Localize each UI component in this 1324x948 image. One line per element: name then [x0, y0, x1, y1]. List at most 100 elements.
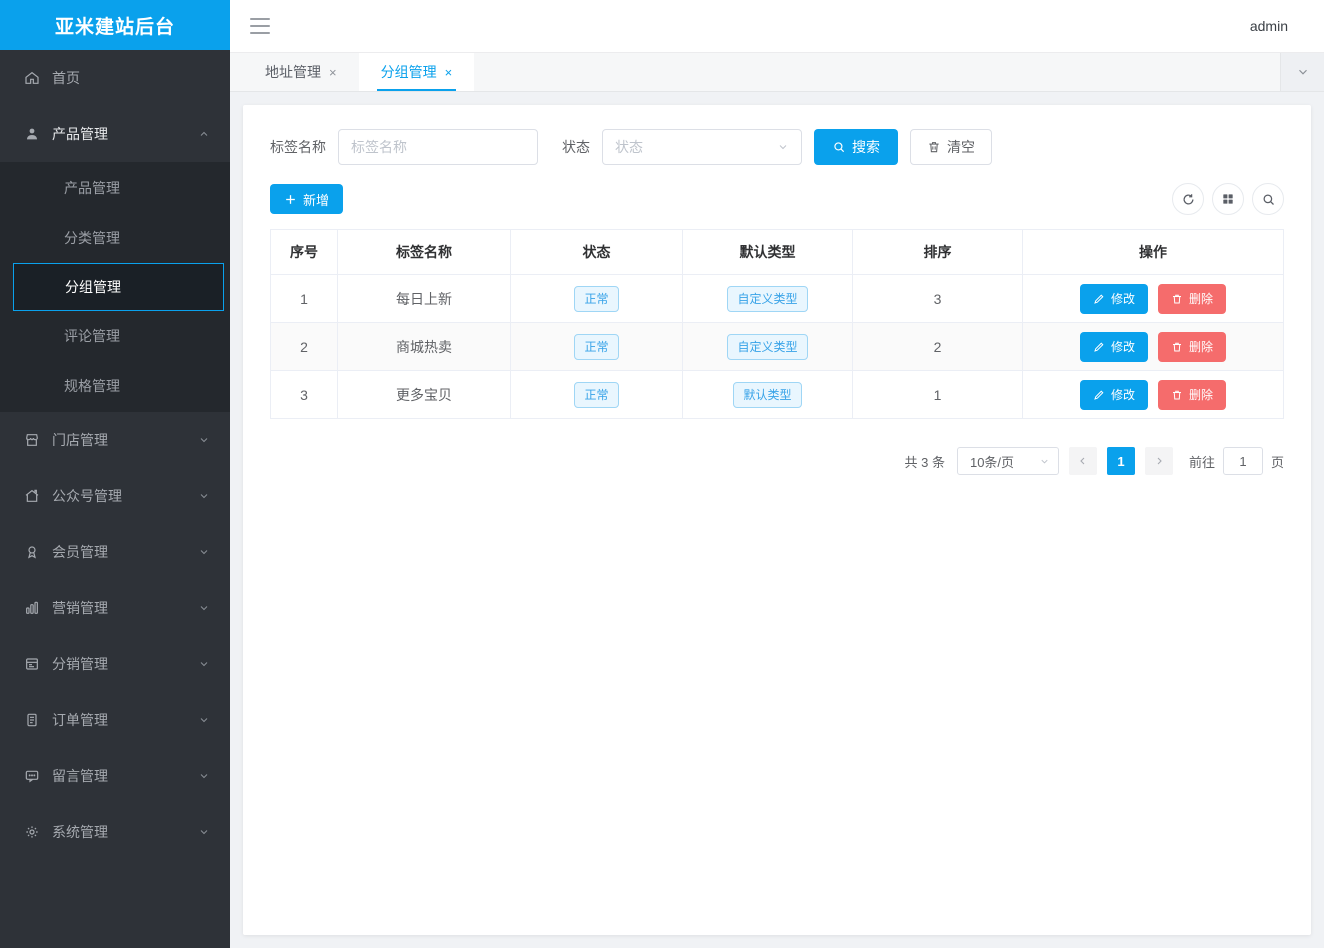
cell-name: 商城热卖: [337, 322, 511, 371]
chevron-down-icon: [198, 658, 210, 670]
sidebar-subitem-group-manage[interactable]: 分组管理: [13, 263, 224, 311]
filter-row: 标签名称 状态 状态 搜索: [270, 129, 1284, 165]
sidebar-item-official-account[interactable]: 公众号管理: [0, 468, 230, 524]
refresh-button[interactable]: [1172, 183, 1204, 215]
tab-group-manage[interactable]: 分组管理 ×: [358, 53, 475, 91]
delete-button[interactable]: 删除: [1158, 331, 1227, 362]
user-icon: [24, 126, 40, 142]
sidebar-subitem-product-manage[interactable]: 产品管理: [64, 180, 120, 196]
cell-sort: 2: [852, 322, 1023, 371]
top-header: admin: [230, 0, 1324, 52]
trash-icon: [1171, 341, 1183, 353]
search-button[interactable]: 搜索: [814, 129, 898, 165]
sidebar-item-order[interactable]: 订单管理: [0, 692, 230, 748]
col-header-op: 操作: [1022, 229, 1284, 275]
cell-no: 1: [270, 274, 338, 323]
pagination: 共 3 条 10条/页 1: [270, 447, 1284, 475]
grid-icon: [1221, 192, 1235, 206]
content-area: 标签名称 状态 状态 搜索: [230, 92, 1324, 948]
distribution-icon: [24, 656, 40, 672]
hamburger-menu-icon[interactable]: [250, 18, 270, 34]
sidebar-item-home[interactable]: 首页: [0, 50, 230, 106]
sidebar: 亚米建站后台 首页 产品管理 产品管理 分类管理 分组管理: [0, 0, 230, 948]
chevron-left-icon: [1077, 455, 1089, 467]
page-size-select[interactable]: 10条/页: [956, 447, 1059, 475]
goto-page-input[interactable]: [1222, 447, 1263, 475]
delete-button[interactable]: 删除: [1158, 379, 1227, 410]
sidebar-item-product[interactable]: 产品管理: [0, 106, 230, 162]
trash-icon: [927, 140, 941, 154]
tab-bar: 地址管理 × 分组管理 ×: [230, 52, 1324, 92]
next-page-button[interactable]: [1144, 447, 1173, 475]
sidebar-item-store[interactable]: 门店管理: [0, 412, 230, 468]
tag-name-input[interactable]: [338, 129, 538, 165]
col-header-name: 标签名称: [337, 229, 511, 275]
sidebar-subitem-spec-manage[interactable]: 规格管理: [64, 378, 120, 394]
prev-page-button[interactable]: [1068, 447, 1097, 475]
table-row: 3 更多宝贝 正常 默认类型 1 修改 删除: [270, 370, 1284, 419]
chevron-down-icon: [198, 714, 210, 726]
refresh-icon: [1181, 192, 1196, 207]
sidebar-item-system[interactable]: 系统管理: [0, 804, 230, 860]
home-icon: [24, 70, 40, 86]
edit-button[interactable]: 修改: [1079, 379, 1148, 410]
table-row: 1 每日上新 正常 自定义类型 3 修改 删除: [270, 274, 1284, 323]
status-badge: 正常: [574, 381, 619, 408]
tag-name-label: 标签名称: [270, 139, 326, 155]
pencil-icon: [1093, 341, 1105, 353]
trash-icon: [1171, 293, 1183, 305]
status-label: 状态: [562, 139, 590, 155]
trash-icon: [1171, 389, 1183, 401]
chevron-down-icon: [198, 434, 210, 446]
product-submenu: 产品管理 分类管理 分组管理 评论管理 规格管理: [0, 162, 230, 412]
col-header-status: 状态: [510, 229, 683, 275]
sidebar-subitem-category-manage[interactable]: 分类管理: [64, 230, 120, 246]
page-card: 标签名称 状态 状态 搜索: [243, 105, 1311, 935]
page-number-button[interactable]: 1: [1106, 447, 1135, 475]
chevron-up-icon: [198, 128, 210, 140]
edit-button[interactable]: 修改: [1079, 283, 1148, 314]
status-badge: 正常: [574, 333, 619, 360]
cell-sort: 1: [852, 370, 1023, 419]
tab-dropdown-button[interactable]: [1280, 53, 1324, 91]
member-icon: [24, 544, 40, 560]
chevron-down-icon: [1296, 65, 1310, 79]
chevron-down-icon: [198, 490, 210, 502]
sidebar-nav: 首页 产品管理 产品管理 分类管理 分组管理 评论管理 规格管理: [0, 50, 230, 948]
tab-address-manage[interactable]: 地址管理 ×: [265, 64, 337, 80]
status-select[interactable]: 状态: [602, 129, 802, 165]
column-settings-button[interactable]: [1212, 183, 1244, 215]
pencil-icon: [1093, 389, 1105, 401]
edit-button[interactable]: 修改: [1079, 331, 1148, 362]
type-badge: 自定义类型: [727, 333, 808, 360]
delete-button[interactable]: 删除: [1158, 283, 1227, 314]
close-icon[interactable]: ×: [329, 64, 337, 80]
sidebar-subitem-comment-manage[interactable]: 评论管理: [64, 328, 120, 344]
user-menu[interactable]: admin: [1249, 18, 1288, 34]
plus-icon: [284, 193, 297, 206]
cell-no: 3: [270, 370, 338, 419]
chevron-down-icon: [198, 770, 210, 782]
add-button[interactable]: 新增: [270, 184, 344, 214]
pencil-icon: [1093, 293, 1105, 305]
sidebar-item-member[interactable]: 会员管理: [0, 524, 230, 580]
sidebar-item-distribution[interactable]: 分销管理: [0, 636, 230, 692]
goto-suffix: 页: [1270, 454, 1284, 470]
chevron-down-icon: [1039, 456, 1050, 467]
shop-icon: [24, 432, 40, 448]
close-icon[interactable]: ×: [444, 64, 453, 80]
chevron-down-icon: [198, 546, 210, 558]
table-search-button[interactable]: [1252, 183, 1284, 215]
cell-name: 每日上新: [337, 274, 511, 323]
clear-button[interactable]: 清空: [910, 129, 992, 165]
data-table: 序号 标签名称 状态 默认类型 排序 操作 1 每日上新 正常: [270, 229, 1284, 419]
col-header-type: 默认类型: [682, 229, 853, 275]
gear-icon: [24, 824, 40, 840]
sidebar-item-message[interactable]: 留言管理: [0, 748, 230, 804]
main-area: admin 地址管理 × 分组管理 × 标签名称: [230, 0, 1324, 948]
message-icon: [24, 768, 40, 784]
sidebar-item-marketing[interactable]: 营销管理: [0, 580, 230, 636]
cell-sort: 3: [852, 274, 1023, 323]
chevron-down-icon: [777, 141, 789, 153]
